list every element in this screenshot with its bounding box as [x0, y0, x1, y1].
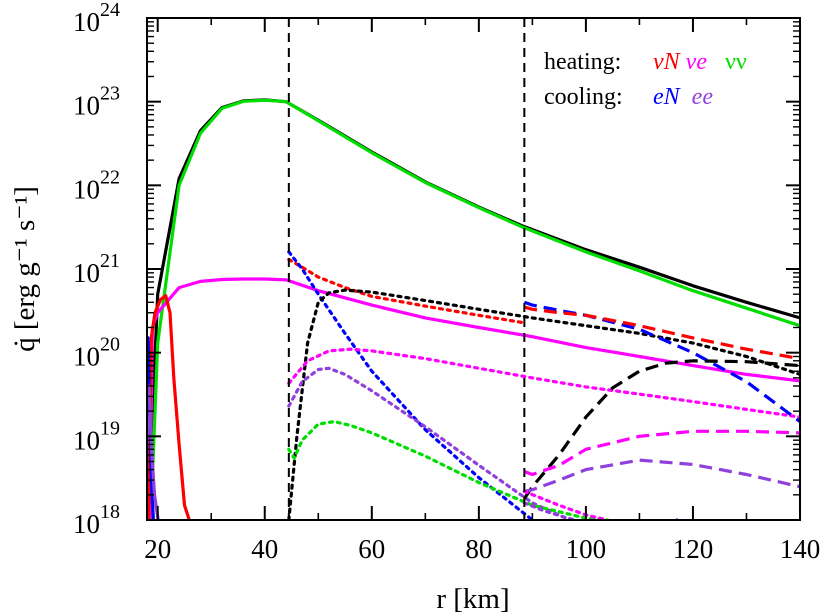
vline-layer	[287, 18, 526, 520]
x-tick-label-6: 140	[780, 534, 821, 564]
x-tick-label-0: 20	[144, 534, 171, 564]
legend-item-eN: eN	[653, 84, 682, 110]
series-line-6	[287, 257, 524, 324]
x-axis-label: r [km]	[436, 583, 509, 615]
y-tick-label-5: 1023	[73, 83, 120, 121]
legend-item-nunu: νν	[725, 49, 747, 75]
x-tick-label-4: 100	[566, 534, 607, 564]
x-tick-label-3: 80	[465, 534, 492, 564]
series-line-12	[523, 300, 800, 423]
y-tick-label-4: 1022	[73, 166, 120, 204]
legend-item-nuN: νN	[653, 49, 682, 75]
y-tick-label-3: 1021	[73, 250, 120, 288]
tick-label-layer: 20 40 60 80 100 120 140 1018 1019 1020 1021 1022 102…	[73, 0, 820, 564]
y-tick-label-0: 1018	[73, 501, 120, 539]
legend-heating-label: heating:	[544, 49, 621, 75]
series-line-18	[522, 501, 577, 520]
series-line-10	[287, 366, 572, 520]
series-line-8	[287, 288, 800, 520]
legend-item-ee: ee	[692, 84, 714, 110]
series-layer	[147, 98, 800, 520]
legend: heating: cooling: νN νe νν eN ee	[544, 49, 747, 110]
series-line-1	[149, 98, 800, 520]
x-tick-label-2: 60	[358, 534, 385, 564]
tick-layer	[147, 17, 801, 521]
series-line-9	[287, 347, 800, 419]
y-tick-label-1: 1019	[73, 417, 120, 455]
series-line-15	[523, 429, 800, 477]
legend-heating-entries: νN νe νν	[653, 49, 747, 75]
series-line-3	[147, 294, 191, 520]
series-line-16	[523, 458, 800, 493]
legend-cooling-entries: eN ee	[653, 84, 713, 110]
y-axis-label: q̇ [erg g⁻¹ s⁻¹]	[9, 186, 41, 352]
x-tick-label-1: 40	[251, 534, 278, 564]
series-line-2	[148, 277, 800, 520]
series-line-13	[523, 305, 800, 361]
y-tick-label-6: 1024	[73, 0, 120, 37]
series-line-0	[147, 98, 800, 520]
y-tick-label-2: 1020	[73, 334, 120, 372]
series-line-17	[522, 489, 609, 520]
legend-item-nue: νe	[686, 49, 708, 75]
legend-cooling-label: cooling:	[544, 84, 623, 110]
series-line-7	[287, 250, 679, 520]
x-tick-label-5: 120	[673, 534, 714, 564]
series-line-11	[287, 420, 609, 520]
